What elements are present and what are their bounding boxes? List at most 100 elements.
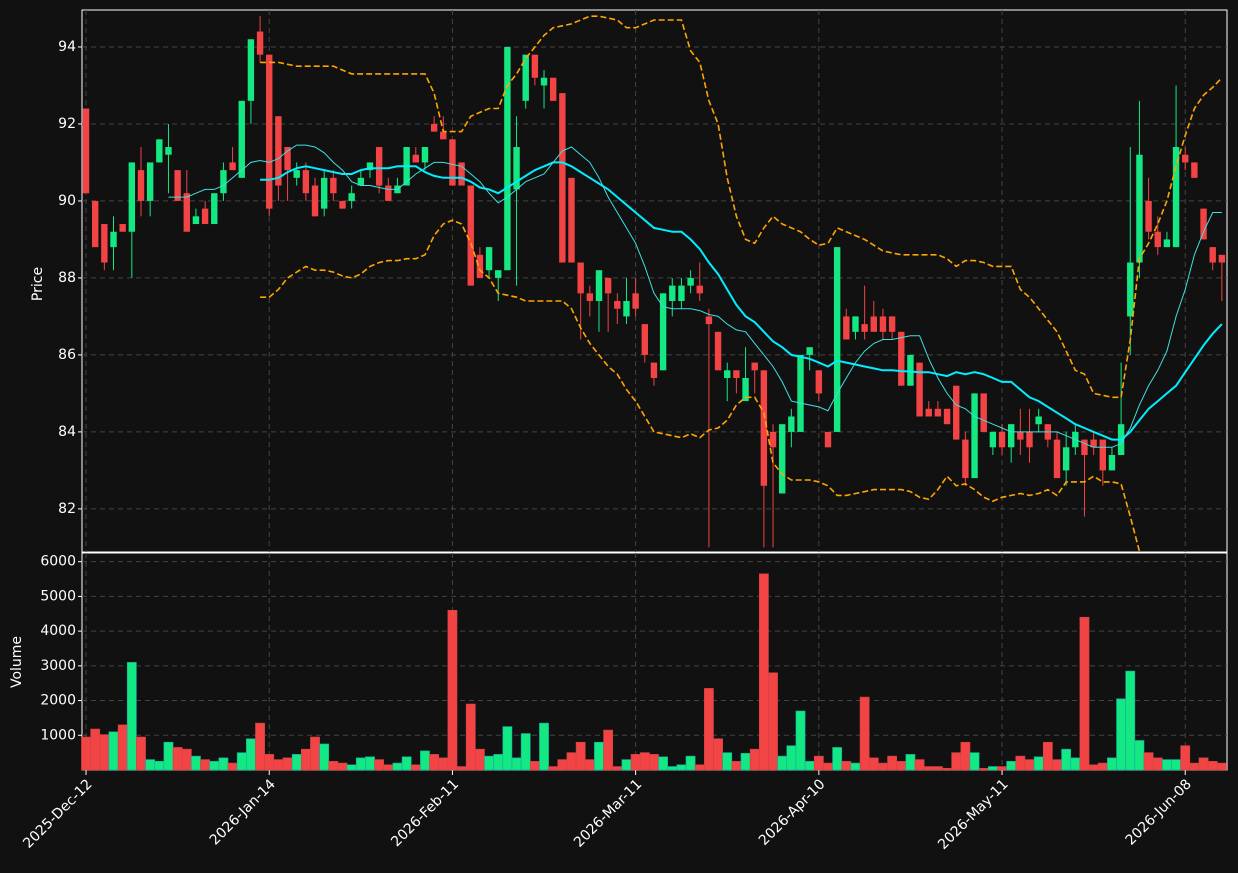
- candle-body: [870, 316, 877, 332]
- volume-bar: [832, 747, 843, 771]
- candle-body: [238, 100, 245, 178]
- y-tick-label: 6000: [40, 554, 76, 570]
- volume-bar: [99, 734, 110, 771]
- candle-body: [293, 170, 300, 178]
- volume-bar: [951, 752, 962, 771]
- volume-bar: [887, 755, 897, 771]
- volume-bar: [264, 754, 275, 771]
- volume-bar: [383, 764, 394, 771]
- candle-body: [925, 408, 932, 417]
- moving-average: [168, 144, 1222, 448]
- volume-bar: [667, 766, 678, 771]
- volume-bar: [374, 759, 385, 771]
- candle-body: [833, 247, 841, 432]
- volume-bar: [502, 726, 513, 771]
- volume-bar: [1198, 757, 1209, 771]
- candle-body: [705, 316, 713, 325]
- candle-body: [91, 200, 99, 248]
- candle-body: [1218, 254, 1226, 263]
- volume-bar: [1207, 761, 1218, 771]
- candle-body: [128, 162, 136, 232]
- y-tick-label: 86: [58, 347, 76, 363]
- candle-body: [998, 431, 1006, 448]
- candle-body: [385, 185, 392, 201]
- candle-body: [110, 231, 117, 248]
- volume-bar: [575, 741, 586, 771]
- candle-body: [1154, 231, 1161, 248]
- candle-body: [751, 362, 758, 371]
- volume-bar: [172, 747, 183, 771]
- candle-body: [934, 408, 942, 417]
- candle-body: [1035, 416, 1042, 425]
- candle-body: [898, 331, 905, 386]
- candle-body: [220, 170, 227, 194]
- candle-body: [476, 254, 484, 278]
- volume-bar: [1061, 748, 1072, 771]
- candle-body: [101, 224, 108, 263]
- candle-body: [156, 139, 163, 163]
- volume-bar: [1070, 757, 1081, 771]
- volume-bar: [447, 609, 458, 771]
- volume-bar: [1180, 745, 1191, 771]
- volume-bar: [612, 766, 623, 771]
- volume-bar: [933, 766, 943, 771]
- candle-body: [888, 316, 896, 332]
- candle-body: [824, 431, 832, 448]
- volume-bar: [639, 752, 650, 771]
- candle-body: [211, 193, 218, 225]
- y-tick-label: 88: [58, 270, 76, 286]
- candle-body: [714, 331, 722, 371]
- volume-bar: [786, 745, 797, 771]
- volume-bar: [1107, 757, 1117, 771]
- candle-body: [440, 131, 447, 140]
- price-axis-label: Price: [30, 267, 46, 301]
- volume-bar: [694, 764, 705, 771]
- candle-body: [879, 316, 887, 332]
- price-plot: [82, 15, 1226, 552]
- candle-body: [266, 54, 273, 209]
- candle-body: [632, 293, 639, 309]
- volume-bar: [676, 764, 687, 771]
- volume-bar: [942, 767, 952, 771]
- volume-bar: [365, 756, 375, 771]
- volume-bar: [511, 757, 522, 771]
- candle-body: [348, 193, 355, 201]
- volume-bar: [777, 755, 788, 771]
- volume-bar: [337, 762, 348, 771]
- x-tick-label: 2026-Jan-14: [207, 776, 279, 848]
- x-tick-label: 2025-Dec-12: [20, 776, 95, 851]
- volume-bar: [804, 761, 815, 771]
- volume-bar: [282, 757, 293, 771]
- candle-body: [843, 316, 850, 340]
- volume-bar: [978, 767, 989, 771]
- volume-bar: [200, 759, 210, 771]
- candle-body: [962, 439, 969, 479]
- x-tick-label: 2026-Feb-11: [388, 776, 462, 850]
- grid-layer: [82, 10, 1227, 770]
- volume-bar: [145, 759, 156, 771]
- volume-bar: [557, 759, 568, 771]
- y-tick-label: 1000: [40, 727, 76, 743]
- candle-body: [778, 424, 786, 494]
- volume-bar: [154, 761, 165, 771]
- candle-body: [311, 185, 319, 217]
- candle-body: [137, 170, 145, 201]
- volume-bar: [1189, 762, 1200, 771]
- volume-bar: [1152, 757, 1163, 771]
- candle-body: [1062, 447, 1070, 471]
- candle-body: [504, 46, 511, 271]
- candle-body: [119, 224, 126, 232]
- candle-body: [531, 54, 539, 78]
- y-tick-label: 2000: [40, 693, 76, 709]
- candle-body: [696, 285, 703, 294]
- candle-body: [201, 208, 209, 225]
- volume-bar: [1143, 752, 1154, 771]
- volume-bar: [1042, 741, 1053, 771]
- candle-body: [659, 293, 667, 371]
- volume-bar: [594, 741, 604, 771]
- volume-bar: [740, 753, 751, 771]
- candle-body: [146, 162, 154, 201]
- volume-bar: [328, 761, 339, 771]
- candle-body: [1026, 431, 1033, 448]
- candle-body: [1209, 247, 1216, 263]
